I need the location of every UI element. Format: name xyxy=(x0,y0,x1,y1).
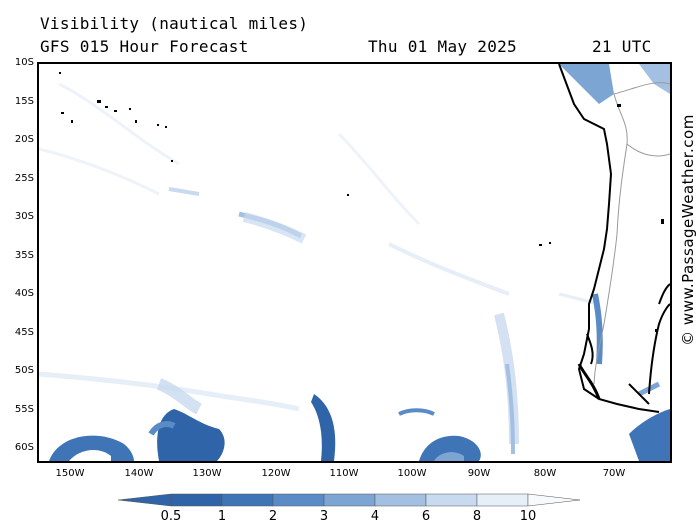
lat-label-10s: 10S xyxy=(14,57,34,68)
country-borders xyxy=(593,82,670,385)
legend-label: 0.5 xyxy=(160,509,182,524)
legend-swatch xyxy=(476,493,529,507)
legend-label: 2 xyxy=(268,509,278,524)
legend-swatch xyxy=(374,493,427,507)
lon-label-90w: 90W xyxy=(467,468,491,479)
lat-label-55s: 55S xyxy=(14,404,34,415)
site-credit: © www.PassageWeather.com xyxy=(676,60,700,400)
legend-swatch xyxy=(170,493,223,507)
lon-label-70w: 70W xyxy=(602,468,626,479)
legend-label: 10 xyxy=(519,509,537,524)
forecast-time: 21 UTC xyxy=(592,37,652,56)
lat-label-50s: 50S xyxy=(14,365,34,376)
lat-label-35s: 35S xyxy=(14,250,34,261)
lat-label-45s: 45S xyxy=(14,327,34,338)
credit-text: © www.PassageWeather.com xyxy=(679,114,697,346)
legend-label: 8 xyxy=(472,509,482,524)
lon-label-140w: 140W xyxy=(124,468,154,479)
lon-label-110w: 110W xyxy=(329,468,359,479)
lon-label-130w: 130W xyxy=(192,468,222,479)
visibility-legend xyxy=(117,493,581,507)
legend-swatch xyxy=(221,493,274,507)
visibility-map[interactable] xyxy=(37,62,672,463)
map-canvas xyxy=(39,64,670,461)
forecast-date: Thu 01 May 2025 xyxy=(368,37,517,56)
lat-label-15s: 15S xyxy=(14,96,34,107)
legend-label: 6 xyxy=(421,509,431,524)
legend-swatch-arrow-low xyxy=(117,493,172,507)
south-america-coastline xyxy=(558,64,670,413)
pacific-islands xyxy=(59,72,664,332)
legend-swatch xyxy=(425,493,478,507)
lat-label-25s: 25S xyxy=(14,173,34,184)
legend-swatch xyxy=(272,493,325,507)
lon-label-100w: 100W xyxy=(397,468,427,479)
lat-label-20s: 20S xyxy=(14,134,34,145)
lon-label-80w: 80W xyxy=(533,468,557,479)
lat-label-60s: 60S xyxy=(14,442,34,453)
legend-label: 4 xyxy=(370,509,380,524)
forecast-label: GFS 015 Hour Forecast xyxy=(40,37,249,56)
southern-low-visibility xyxy=(49,381,670,461)
lon-label-150w: 150W xyxy=(55,468,85,479)
legend-label: 1 xyxy=(217,509,227,524)
ocean-visibility-patches xyxy=(39,82,600,455)
legend-label: 3 xyxy=(319,509,329,524)
coastal-visibility-patches xyxy=(559,64,670,365)
legend-swatch xyxy=(323,493,376,507)
lon-label-120w: 120W xyxy=(261,468,291,479)
lat-label-40s: 40S xyxy=(14,288,34,299)
lat-label-30s: 30S xyxy=(14,211,34,222)
map-title: Visibility (nautical miles) xyxy=(40,14,309,33)
legend-swatch-arrow-high xyxy=(527,493,581,507)
